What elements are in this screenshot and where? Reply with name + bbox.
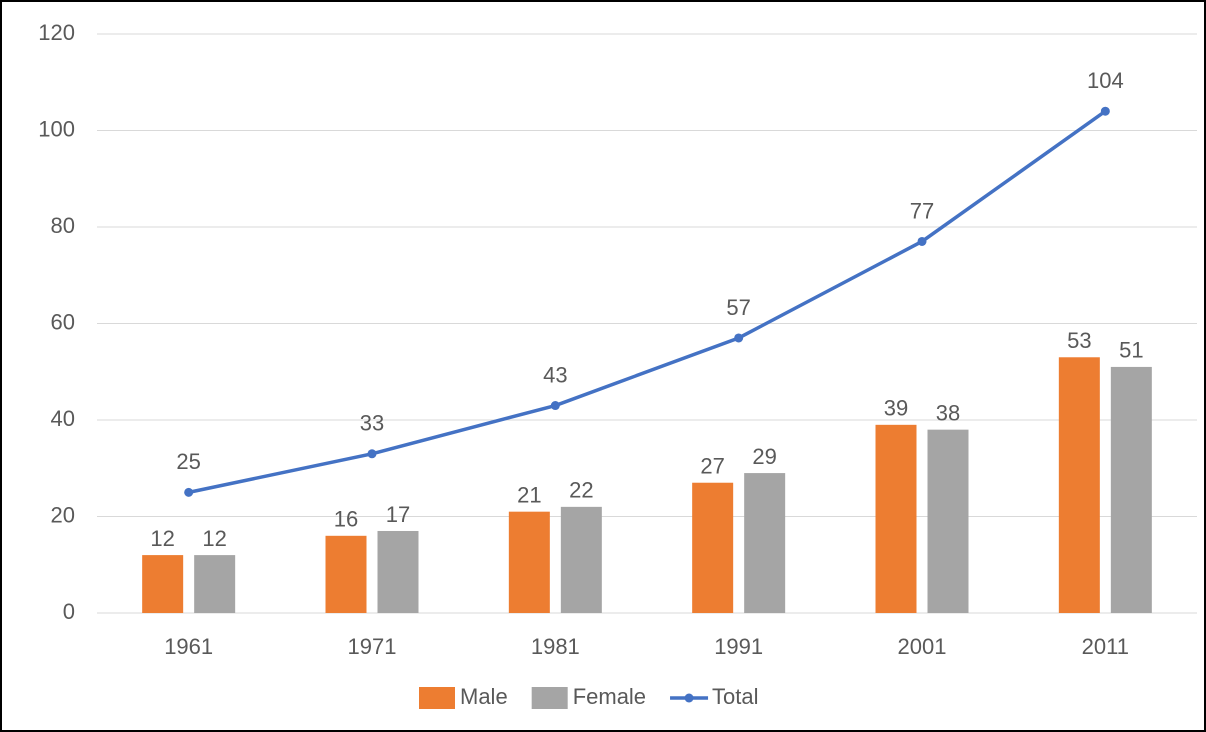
y-tick-label: 0 [63, 599, 75, 624]
data-label: 21 [517, 482, 541, 507]
data-label: 53 [1067, 328, 1091, 353]
y-tick-label: 100 [38, 116, 75, 141]
x-tick-label: 2001 [898, 634, 947, 659]
y-tick-label: 40 [51, 406, 75, 431]
data-label: 33 [360, 411, 384, 436]
y-tick-label: 60 [51, 309, 75, 334]
bar [1110, 366, 1152, 613]
data-label: 27 [700, 454, 724, 479]
bar [508, 511, 550, 613]
data-label: 38 [936, 400, 960, 425]
y-tick-label: 120 [38, 20, 75, 45]
x-tick-label: 2011 [1082, 634, 1129, 659]
bar [1058, 357, 1100, 613]
bar [325, 535, 367, 613]
legend-label: Male [460, 684, 508, 709]
data-label: 12 [202, 526, 226, 551]
data-label: 25 [176, 449, 200, 474]
x-tick-label: 1981 [531, 634, 580, 659]
data-label: 22 [569, 478, 593, 503]
x-tick-label: 1991 [714, 634, 763, 659]
bar [927, 429, 969, 613]
bar [560, 506, 602, 613]
data-label: 12 [150, 526, 174, 551]
bar [194, 555, 236, 613]
x-tick-label: 1971 [348, 634, 397, 659]
data-label: 43 [543, 362, 567, 387]
bar [744, 473, 786, 613]
line-point [1100, 106, 1110, 116]
bar [875, 424, 917, 613]
data-label: 77 [910, 198, 934, 223]
data-label: 39 [884, 396, 908, 421]
data-label: 104 [1087, 68, 1124, 93]
data-label: 17 [386, 502, 410, 527]
data-label: 57 [726, 295, 750, 320]
legend-label: Female [573, 684, 646, 709]
y-tick-label: 20 [51, 502, 75, 527]
legend-swatch [419, 687, 455, 709]
data-label: 16 [334, 507, 358, 532]
x-tick-label: 1961 [164, 634, 213, 659]
legend-swatch [531, 687, 568, 709]
data-label: 29 [752, 444, 776, 469]
line-point [550, 401, 560, 411]
bar [692, 482, 734, 613]
bar [377, 530, 419, 613]
line-point [184, 487, 194, 497]
line-point [734, 333, 744, 343]
line [188, 109, 1107, 495]
bar [142, 555, 184, 613]
line-point [367, 449, 377, 459]
legend-marker [684, 693, 694, 703]
y-tick-label: 80 [51, 213, 75, 238]
data-label: 51 [1119, 338, 1143, 363]
legend-label: Total [712, 684, 758, 709]
line-point [917, 236, 927, 246]
